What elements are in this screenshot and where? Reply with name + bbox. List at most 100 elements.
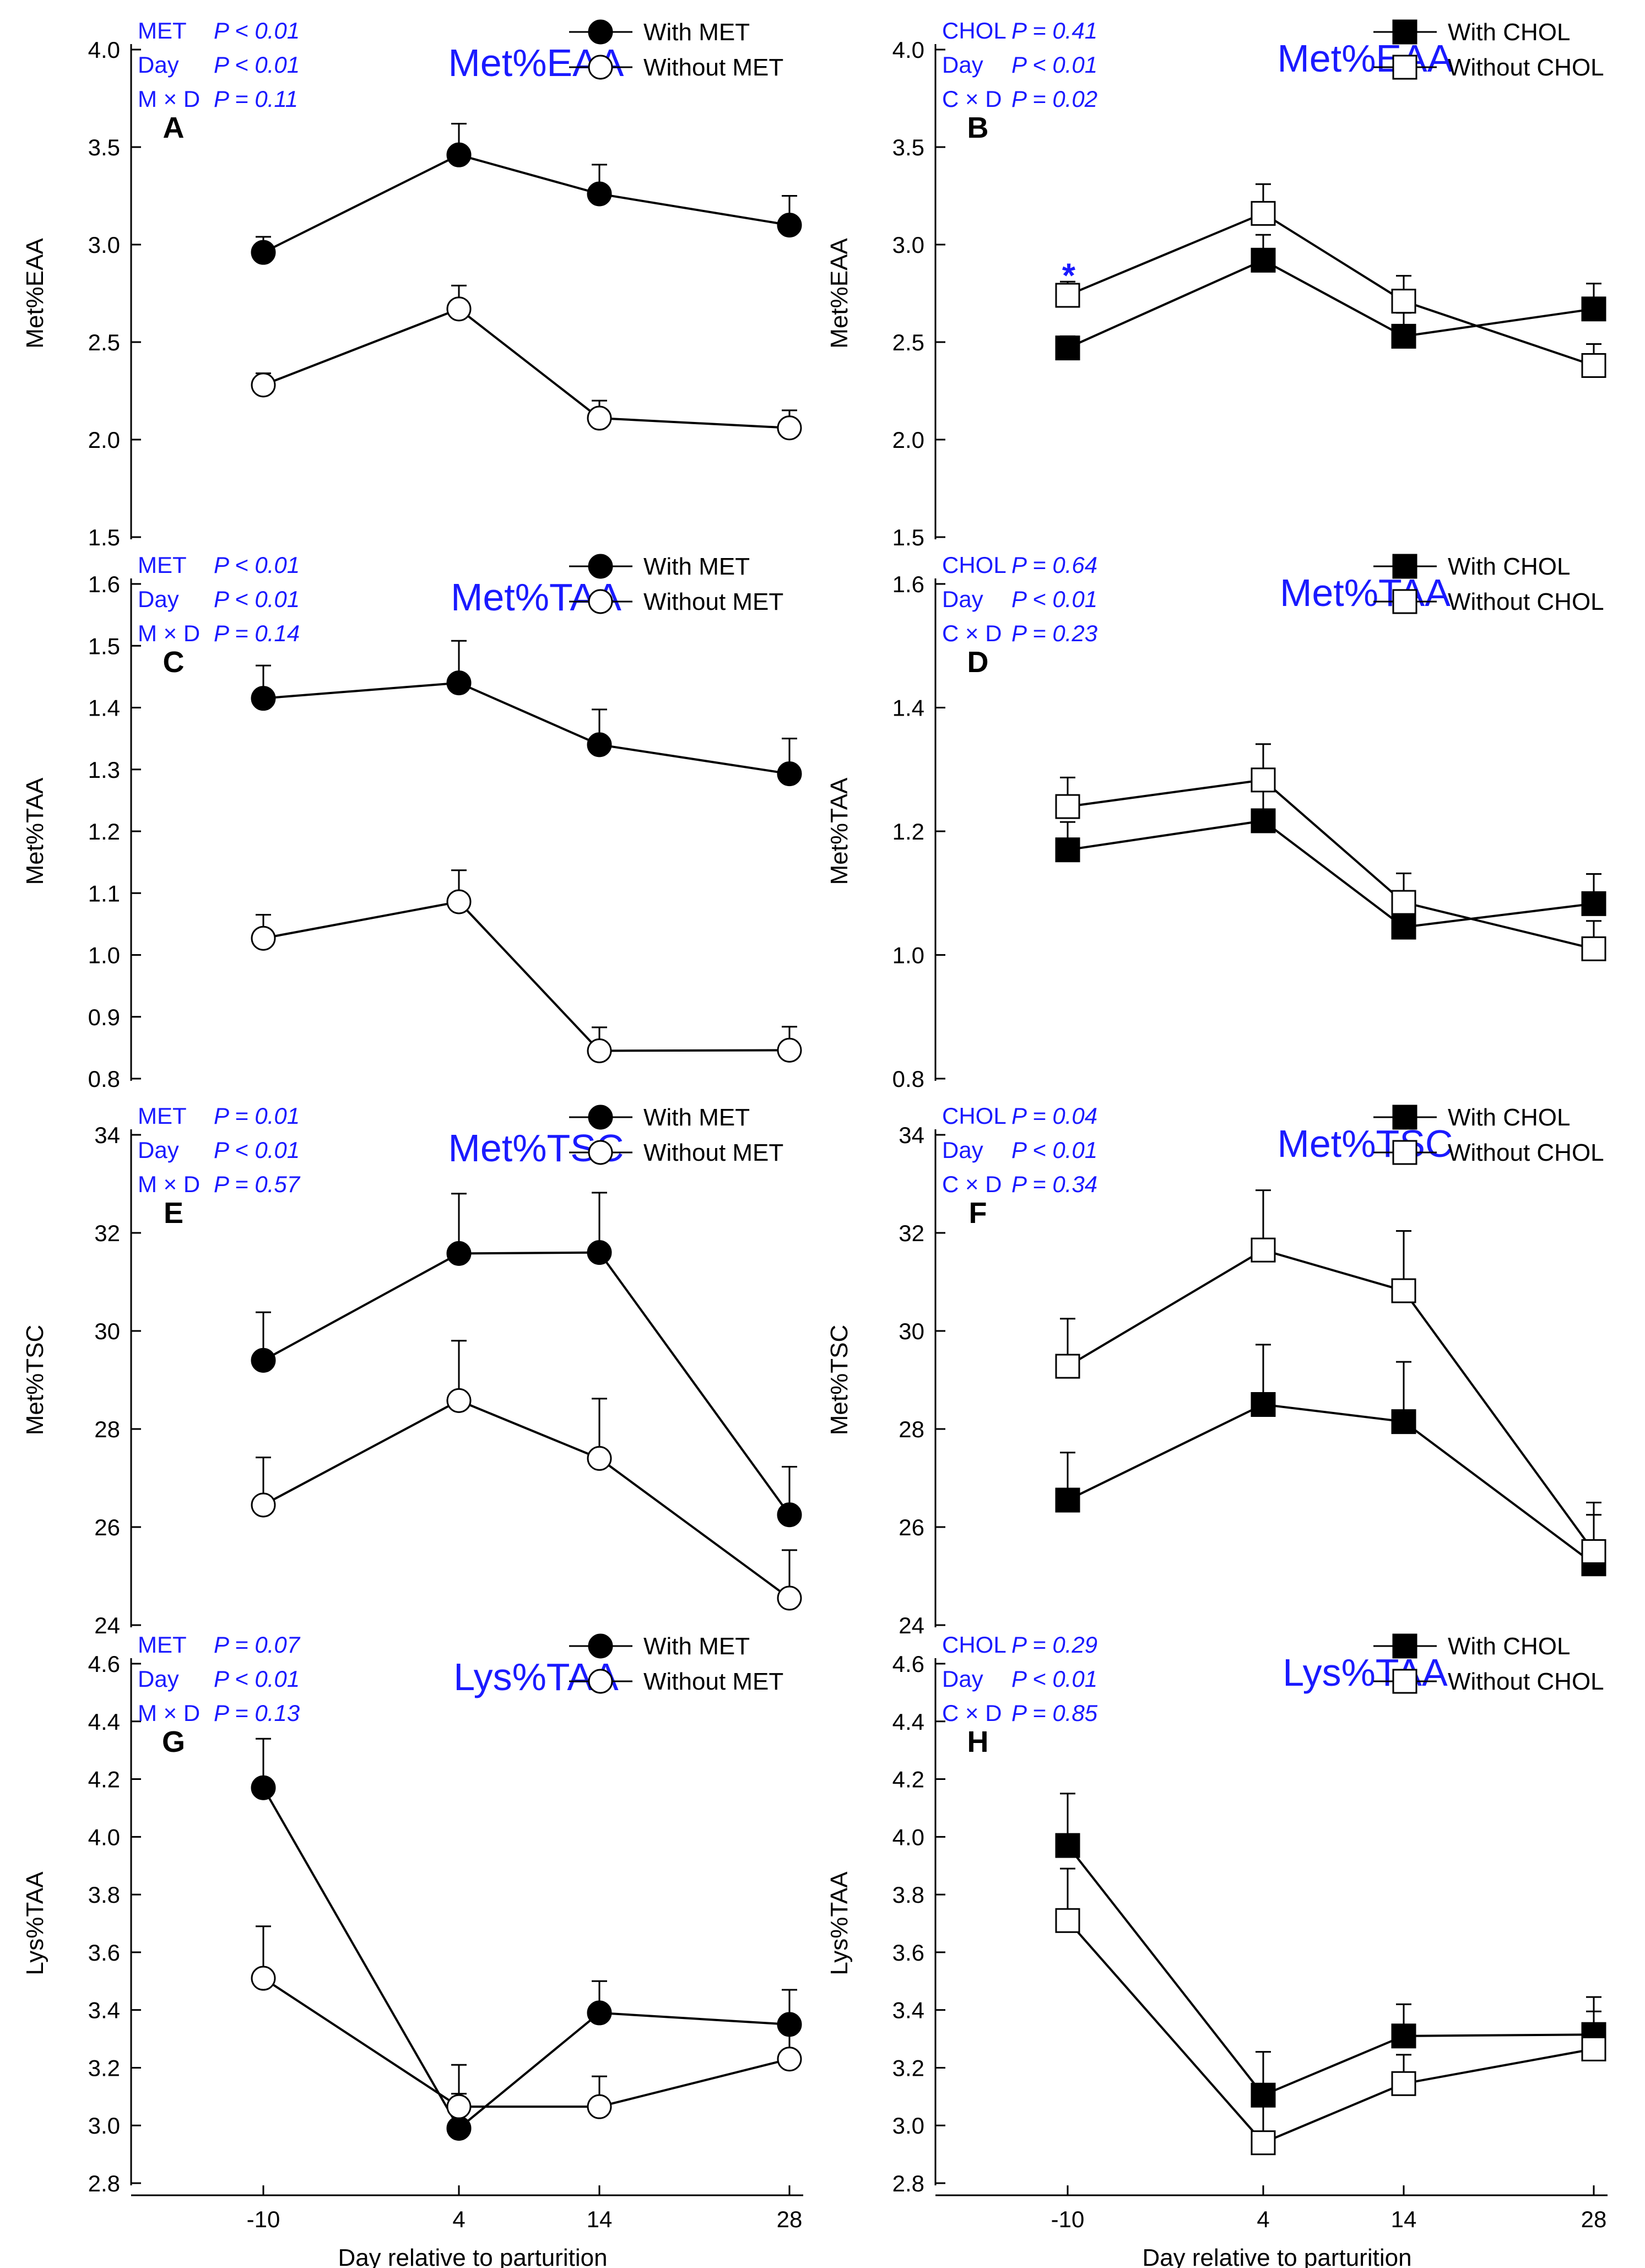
panel-letter: B [967,111,989,144]
stat-effect: Day [138,52,179,78]
y-tick-label: 30 [94,1318,120,1344]
series-line [1067,819,1594,929]
y-tick-label: 1.1 [88,880,120,906]
stat-effect: MET [138,1632,187,1658]
legend-label: Without CHOL [1448,588,1604,615]
y-tick-label: 3.6 [88,1940,120,1966]
data-point [1251,1392,1276,1417]
y-tick-label: 34 [899,1122,924,1148]
stat-p: P < 0.01 [1011,1137,1097,1163]
data-point [251,1966,276,1991]
stat-p: P = 0.13 [214,1700,300,1726]
data-point [251,925,276,951]
stat-effect: CHOL [942,1103,1007,1129]
y-tick-label: 28 [899,1416,924,1442]
panel-letter: E [164,1197,183,1230]
stat-effect: Day [138,1666,179,1692]
data-point [1391,890,1416,915]
data-point [1055,283,1080,308]
data-point [1251,1237,1276,1263]
legend-marker [1392,1140,1417,1165]
y-tick-label: 3.5 [88,134,120,160]
y-tick-label: 4.0 [892,37,924,63]
stat-effect: C × D [942,86,1002,112]
y-tick-label: 30 [899,1318,924,1344]
series-line [263,900,790,1052]
series-line [263,681,790,775]
legend-marker [1392,1105,1417,1130]
y-tick-label: 1.0 [892,943,924,968]
stat-p: P = 0.85 [1011,1700,1098,1726]
data-point [1581,891,1606,916]
panel-title: Met%TSC [1278,1122,1453,1165]
y-axis-title: Met%TAA [826,777,853,885]
y-tick-label: 4.2 [88,1767,120,1793]
y-tick-label: 2.0 [88,427,120,453]
series-open [251,1340,802,1611]
data-point [1391,323,1416,349]
data-point [1581,296,1606,322]
stat-p: P < 0.01 [1011,1666,1097,1692]
data-point [1251,247,1276,273]
legend-label: With CHOL [1448,1633,1570,1660]
data-point [446,889,472,914]
y-tick-label: 1.5 [88,633,120,659]
series-filled [1055,234,1606,361]
y-tick-label: 4.4 [892,1709,924,1735]
series-filled [251,1192,802,1528]
y-tick-label: 4.6 [88,1651,120,1677]
y-tick-label: 2.5 [892,329,924,355]
y-axis-title: Met%TSC [826,1325,853,1435]
y-tick-label: 24 [899,1612,924,1638]
stat-effect: Day [942,52,983,78]
legend-marker [588,589,613,614]
series-line [1067,778,1594,950]
data-point [587,732,612,757]
data-point [777,415,802,441]
data-point [1055,1833,1080,1858]
y-tick-label: 2.8 [88,2170,120,2196]
legend-label: Without MET [643,1139,783,1166]
legend-marker [1392,1669,1417,1694]
stat-p: P < 0.01 [214,586,300,612]
y-tick-label: 0.8 [892,1066,924,1092]
y-tick-label: 1.0 [88,943,120,968]
data-point [1055,1908,1080,1933]
data-point [251,1775,276,1800]
legend-marker [1392,19,1417,45]
legend-label: With CHOL [1448,19,1570,46]
x-tick-label: 28 [777,2206,803,2232]
panel-c: 0.80.91.01.11.21.31.41.51.6Met%TAAMet%TA… [21,552,802,1092]
legend-marker [1392,1633,1417,1659]
series-filled [1055,784,1606,940]
y-tick-label: 1.3 [88,757,120,783]
data-point [1055,837,1080,863]
y-tick-label: 1.5 [892,524,924,550]
data-point [446,296,472,322]
x-tick-label: 4 [452,2206,465,2232]
data-point [777,761,802,787]
panel-letter: D [967,646,989,679]
stat-p: P = 0.14 [214,620,300,646]
y-tick-label: 3.5 [892,134,924,160]
legend-marker [588,554,613,579]
y-tick-label: 4.0 [88,1824,120,1850]
data-point [1391,914,1416,940]
y-tick-label: 1.6 [88,571,120,597]
panel-letter: H [967,1725,989,1758]
data-point [777,2047,802,2072]
y-tick-label: 24 [94,1612,120,1638]
stat-effect: MET [138,552,187,578]
x-axis-title: Day relative to parturition [1142,2244,1411,2268]
y-tick-label: 32 [899,1220,924,1246]
legend-label: With MET [643,553,750,580]
stat-effect: Day [942,586,983,612]
x-axis-title: Day relative to parturition [338,2244,607,2268]
legend-marker [588,1669,613,1694]
y-tick-label: 3.8 [892,1882,924,1908]
legend-label: Without CHOL [1448,54,1604,81]
stat-p: P = 0.01 [214,1103,300,1129]
